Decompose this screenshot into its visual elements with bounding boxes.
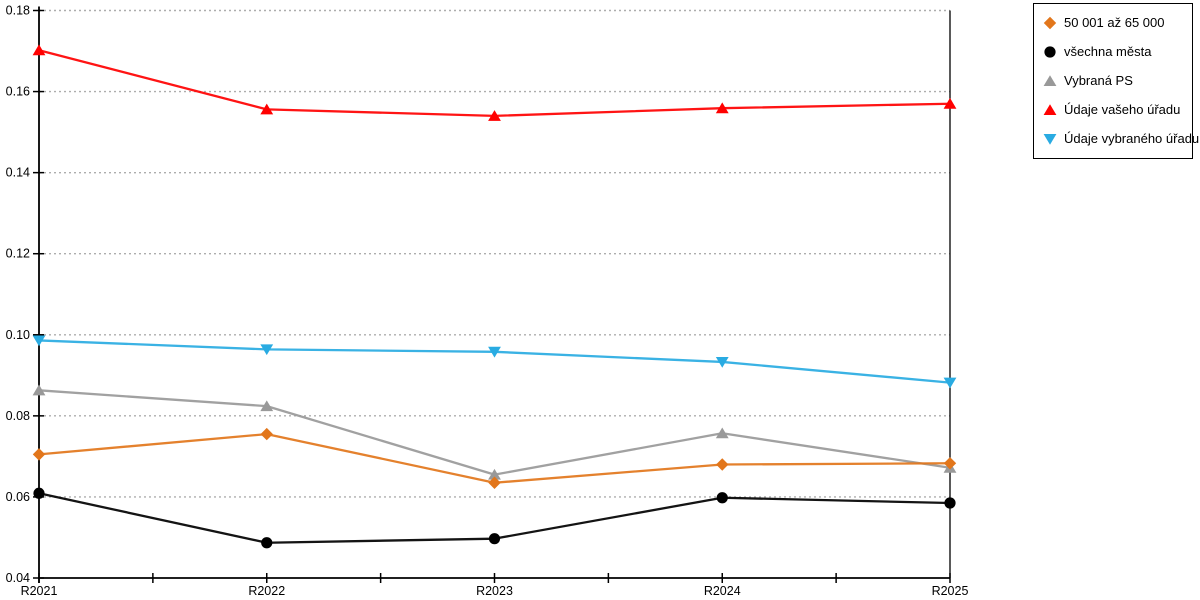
line-chart-plot: 0.04 0.06 0.08 0.10 0.12 0.14 0.16 0.18 R2021 R20…	[6, 4, 969, 599]
svg-text:0.06: 0.06	[6, 490, 30, 504]
legend-label: Údaje vašeho úřadu	[1064, 102, 1181, 117]
legend-label: Vybraná PS	[1064, 73, 1133, 88]
svg-text:R2022: R2022	[248, 584, 285, 598]
legend-item: Údaje vašeho úřadu	[1043, 99, 1185, 121]
legend-item: Údaje vybraného úřadu	[1043, 128, 1199, 150]
svg-text:0.08: 0.08	[6, 409, 30, 423]
legend-label: Údaje vybraného úřadu	[1064, 131, 1200, 146]
svg-text:0.10: 0.10	[6, 328, 30, 342]
legend: 50 001 až 65 000 všechna města Vybraná P…	[1033, 3, 1199, 159]
svg-text:R2025: R2025	[932, 584, 969, 598]
legend-item: 50 001 až 65 000	[1043, 12, 1185, 34]
legend-item: Vybraná PS	[1043, 70, 1185, 92]
svg-text:0.16: 0.16	[6, 85, 30, 99]
svg-text:0.14: 0.14	[6, 166, 30, 180]
diamond-icon	[1043, 16, 1057, 30]
svg-text:0.04: 0.04	[6, 571, 30, 585]
svg-text:R2021: R2021	[21, 584, 58, 598]
svg-text:0.18: 0.18	[6, 4, 30, 18]
triangle-up-icon	[1043, 75, 1057, 86]
svg-text:R2024: R2024	[704, 584, 741, 598]
svg-text:R2023: R2023	[476, 584, 513, 598]
circle-icon	[1044, 46, 1056, 58]
svg-text:0.12: 0.12	[6, 247, 30, 261]
triangle-down-icon	[1043, 134, 1057, 145]
legend-item: všechna města	[1043, 41, 1185, 63]
legend-label: všechna města	[1064, 44, 1152, 59]
triangle-up-icon	[1043, 104, 1057, 115]
legend-label: 50 001 až 65 000	[1064, 15, 1165, 30]
